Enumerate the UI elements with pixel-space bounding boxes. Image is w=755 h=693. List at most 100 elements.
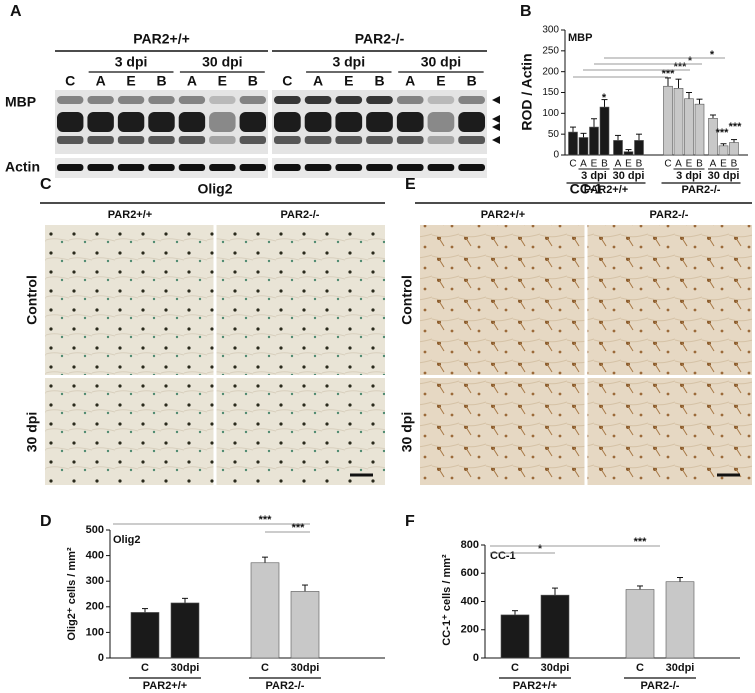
bar	[665, 581, 695, 659]
lane-label: B	[248, 73, 258, 89]
band	[366, 136, 393, 144]
band	[209, 164, 236, 171]
x-tick-label: B	[696, 159, 703, 170]
bar	[589, 126, 599, 156]
significance: *	[538, 543, 543, 555]
group-label: PAR2-/-	[682, 184, 721, 196]
band	[57, 136, 84, 144]
lane-label: E	[126, 73, 135, 89]
band	[87, 136, 114, 144]
band	[396, 164, 424, 171]
subgroup-label: 30 dpi	[613, 170, 645, 182]
bar	[625, 589, 655, 659]
bar	[578, 137, 589, 156]
band	[396, 136, 424, 144]
band	[366, 112, 393, 132]
band	[87, 96, 114, 104]
micrograph-title: CC-1	[570, 181, 603, 197]
band	[458, 112, 485, 132]
bar	[708, 118, 718, 156]
x-tick-label: E	[591, 159, 598, 170]
subgroup-label: 3 dpi	[676, 170, 702, 182]
y-tick-label: 400	[461, 595, 479, 607]
bar	[634, 140, 644, 156]
x-tick-label: A	[580, 159, 587, 170]
bar	[718, 145, 729, 156]
lane-label: C	[65, 73, 75, 89]
group-label: PAR2-/-	[355, 31, 405, 47]
lane-label: A	[96, 73, 106, 89]
x-tick-label: E	[720, 159, 727, 170]
bar	[663, 85, 673, 156]
band	[239, 136, 266, 144]
timepoint-label: 30 dpi	[202, 54, 242, 70]
row-label: 30 dpi	[24, 412, 40, 452]
bar	[694, 103, 705, 156]
bar	[684, 98, 694, 156]
x-tick-label: 30dpi	[171, 662, 200, 674]
significance: *	[710, 49, 715, 61]
group-label: PAR2+/+	[143, 680, 187, 692]
band	[117, 164, 145, 171]
bar	[568, 131, 578, 156]
row-label: MBP	[5, 94, 36, 110]
column-label: PAR2+/+	[481, 209, 525, 221]
chart-title: MBP	[568, 32, 592, 44]
band	[178, 164, 206, 171]
band	[274, 112, 301, 132]
micrograph	[216, 225, 385, 375]
column-label: PAR2+/+	[108, 209, 152, 221]
significance: *	[688, 55, 693, 67]
panel-letter: F	[405, 513, 415, 530]
y-tick-label: 200	[86, 601, 104, 613]
band	[366, 96, 393, 104]
bar	[540, 594, 570, 659]
panel-letter: B	[520, 3, 532, 20]
micrograph	[216, 378, 385, 485]
micrograph	[587, 225, 752, 375]
bar	[290, 591, 320, 659]
band	[274, 136, 301, 144]
band	[178, 112, 206, 132]
lane-label: B	[374, 73, 384, 89]
significance: ***	[662, 68, 676, 80]
timepoint-label: 30 dpi	[421, 54, 461, 70]
panel-letter: A	[10, 3, 22, 20]
y-tick-label: 200	[542, 66, 559, 77]
row-label: Control	[24, 275, 40, 325]
lane-label: A	[405, 73, 415, 89]
lane-label: B	[156, 73, 166, 89]
y-tick-label: 150	[542, 87, 559, 98]
y-tick-label: 50	[548, 129, 560, 140]
band	[57, 164, 84, 171]
group-label: PAR2+/+	[584, 184, 628, 196]
band	[57, 96, 84, 104]
x-tick-label: C	[569, 159, 576, 170]
band	[335, 136, 363, 144]
lane-label: A	[187, 73, 197, 89]
arrowhead	[492, 115, 500, 123]
micrograph	[587, 378, 752, 485]
y-tick-label: 100	[542, 108, 559, 119]
x-tick-label: B	[601, 159, 608, 170]
y-axis-label: ROD / Actin	[519, 53, 535, 130]
band	[458, 136, 485, 144]
band	[148, 112, 175, 132]
x-tick-label: 30dpi	[666, 662, 695, 674]
group-label: PAR2+/+	[133, 31, 190, 47]
band	[87, 164, 114, 171]
band	[178, 96, 206, 104]
band	[427, 136, 455, 144]
arrowhead	[492, 96, 500, 104]
band	[209, 112, 236, 132]
x-tick-label: C	[636, 662, 644, 674]
bar	[599, 106, 610, 156]
band	[117, 136, 145, 144]
lane-label: E	[218, 73, 227, 89]
micrograph-title: Olig2	[197, 181, 232, 197]
band	[458, 164, 485, 171]
band	[148, 164, 175, 171]
band	[304, 96, 332, 104]
panel-letter: D	[40, 513, 52, 530]
